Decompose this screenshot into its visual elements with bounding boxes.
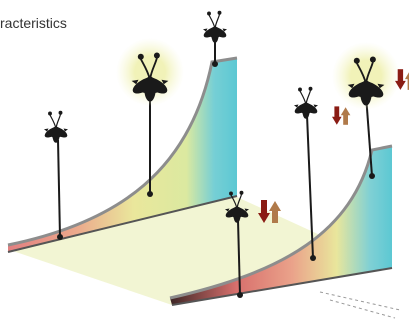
trait-arrows: [332, 106, 350, 124]
page: racteristics (() => { const data = JSON.…: [0, 0, 409, 330]
flower: [43, 111, 69, 143]
flower: [202, 11, 228, 43]
illustration: racteristics: [0, 0, 409, 330]
flower: [293, 87, 319, 119]
dashed-guide: [320, 292, 400, 318]
title: racteristics: [0, 15, 67, 31]
